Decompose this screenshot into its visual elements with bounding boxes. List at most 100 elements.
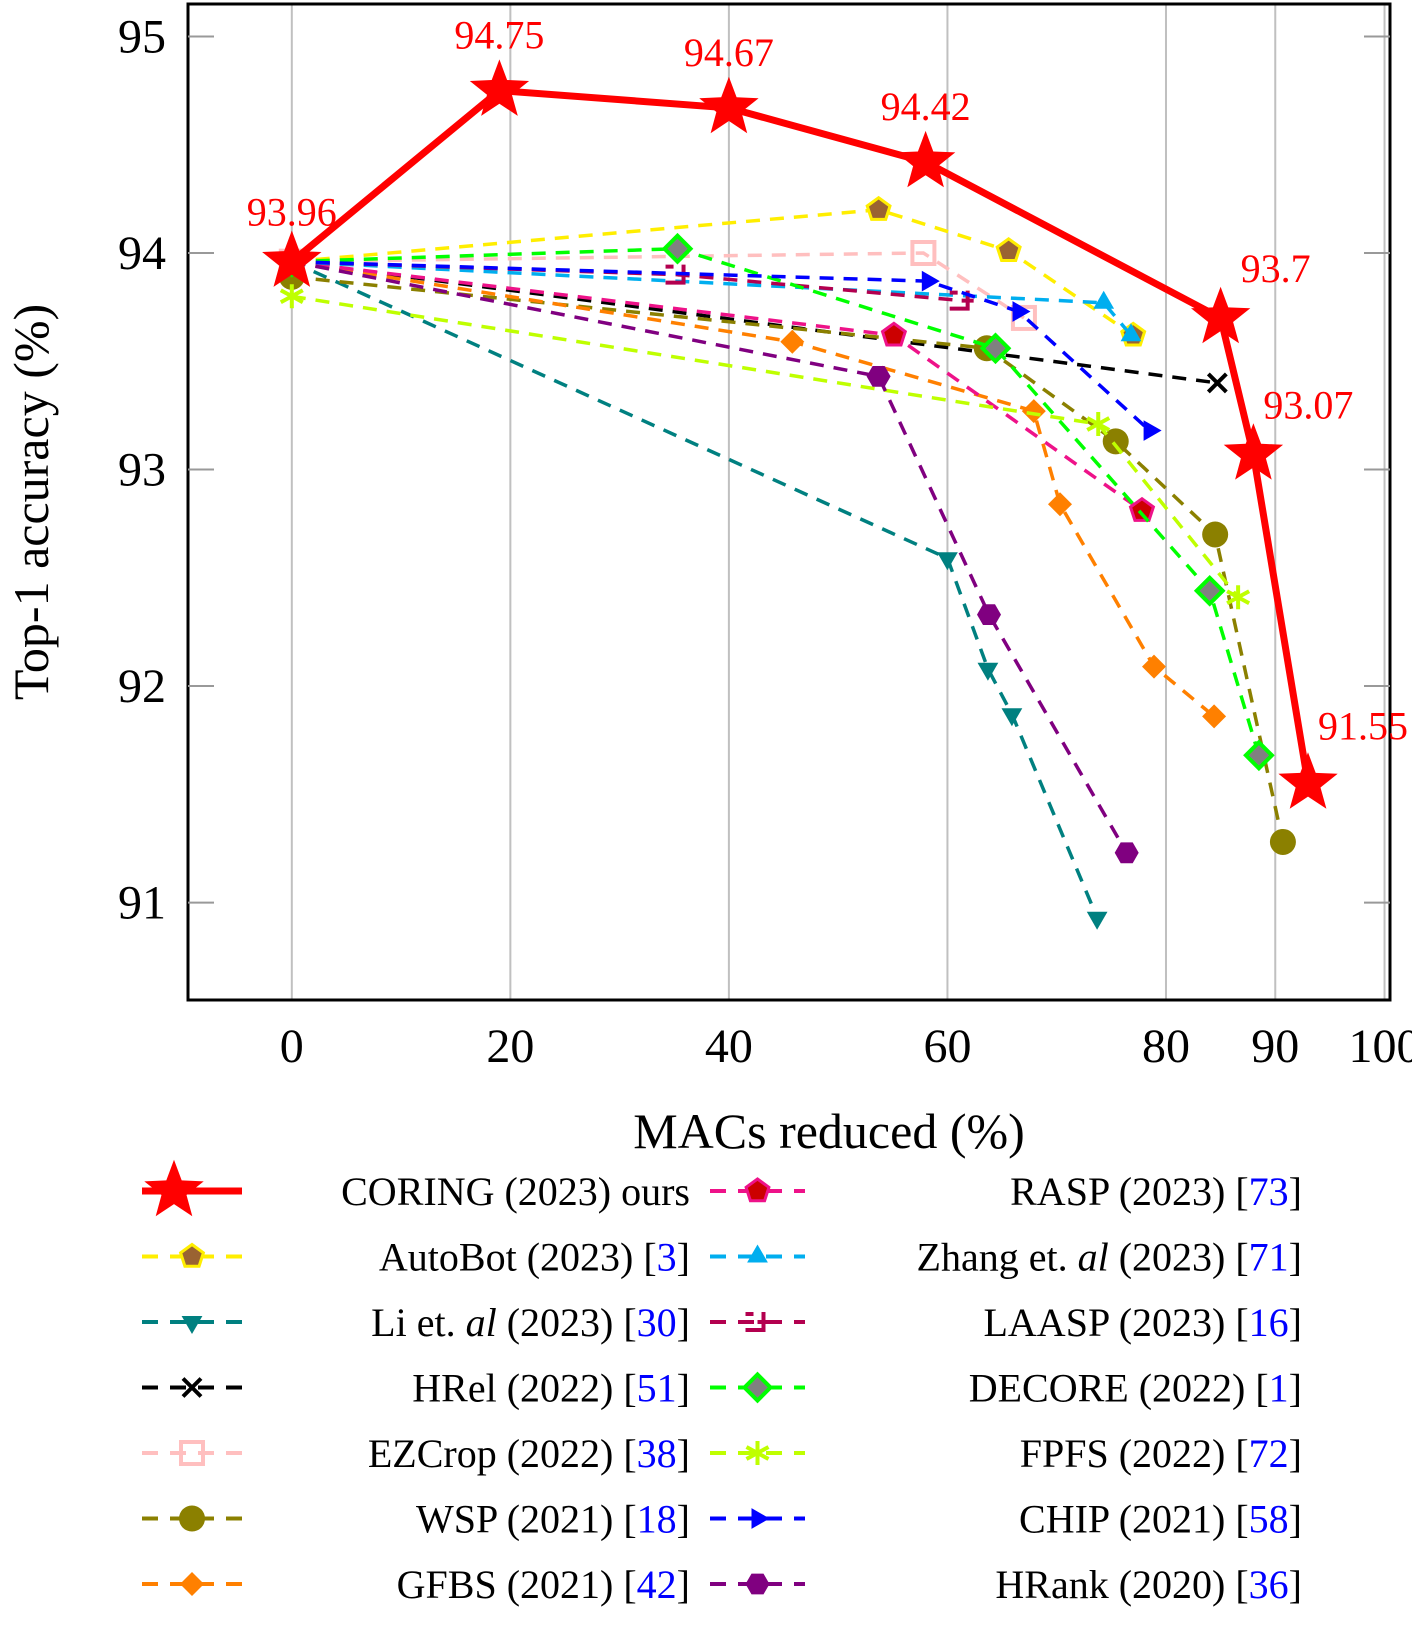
series-fpfs-2022- [279, 284, 1251, 610]
circle-marker [1102, 428, 1129, 455]
series-line [291, 259, 1216, 718]
legend-label: HRel (2022) [51] [412, 1366, 690, 1411]
y-axis-label: Top-1 accuracy (%) [3, 304, 59, 700]
series-coring-2023-ours [262, 59, 1338, 809]
legend-item: CORING (2023) ours [142, 1159, 690, 1217]
cross-marker [1206, 372, 1228, 394]
asterisk-marker [279, 284, 304, 309]
data-label: 94.75 [454, 13, 544, 58]
diamond-marker [1193, 574, 1226, 607]
series-line [291, 207, 1135, 337]
data-label: 93.7 [1241, 246, 1311, 291]
y-tick-label: 95 [118, 10, 166, 63]
hexagon-marker [745, 1573, 770, 1595]
series-decore-2022- [275, 232, 1275, 772]
series-hrank-2020- [279, 251, 1139, 864]
legend-item: Li et. al (2023) [30] [142, 1300, 690, 1345]
legend-item: Zhang et. al (2023) [71] [710, 1235, 1302, 1280]
bracket-marker [949, 290, 974, 311]
y-tick-label: 92 [118, 660, 166, 713]
series-layer [262, 59, 1338, 930]
legend-label: RASP (2023) [73] [1010, 1169, 1302, 1214]
pentagon-marker [865, 195, 892, 221]
legend-item: CHIP (2021) [58] [710, 1497, 1302, 1542]
y-tick-label: 94 [118, 227, 166, 280]
triangle-down-marker [1001, 708, 1023, 727]
legend-label: CORING (2023) ours [341, 1169, 690, 1214]
asterisk-marker [745, 1441, 770, 1465]
series-line [291, 260, 1099, 919]
circle-marker [1269, 828, 1296, 855]
pentagon-marker [880, 321, 908, 347]
star-marker [144, 1159, 204, 1217]
x-tick-label: 80 [1142, 1020, 1190, 1073]
legend: CORING (2023) ours AutoBot (2023) [3] Li e… [142, 1159, 1302, 1607]
star-marker [262, 230, 322, 287]
diamond-marker [1202, 704, 1227, 729]
legend-label: LAASP (2023) [16] [983, 1300, 1302, 1345]
x-tick-label: 20 [486, 1020, 534, 1073]
series-line [289, 87, 1312, 785]
diamond-marker [741, 1371, 774, 1404]
legend-label: CHIP (2021) [58] [1019, 1497, 1302, 1542]
x-axis-label: MACs reduced (%) [633, 1103, 1025, 1159]
circle-marker [1202, 521, 1229, 548]
pentagon-marker [1128, 496, 1156, 522]
y-tick-label: 91 [118, 877, 166, 930]
star-marker [1278, 752, 1338, 809]
circle-marker [179, 1505, 205, 1532]
legend-label: GFBS (2021) [42] [397, 1562, 690, 1607]
legend-item: EZCrop (2022) [38] [142, 1431, 690, 1476]
x-tick-label: 0 [280, 1020, 304, 1073]
triangle-right-marker [1012, 301, 1031, 322]
legend-label: WSP (2021) [18] [416, 1497, 690, 1542]
x-tick-label: 60 [923, 1020, 971, 1073]
plot-frame [186, 2, 1392, 1002]
star-marker [699, 76, 759, 134]
legend-item: DECORE (2022) [1] [710, 1366, 1302, 1411]
data-label: 93.07 [1263, 382, 1353, 427]
hexagon-marker [1114, 842, 1139, 864]
series-line [291, 275, 1285, 843]
square-marker [179, 1440, 205, 1466]
legend-item: LAASP (2023) [16] [710, 1300, 1302, 1345]
star-marker [1191, 286, 1251, 344]
diamond-marker [1243, 739, 1275, 772]
data-label: 93.96 [247, 190, 337, 235]
diamond-marker [180, 1572, 204, 1596]
series-autobot-2023- [278, 195, 1147, 347]
y-tick-label: 93 [118, 444, 166, 497]
triangle-right-marker [921, 270, 940, 292]
bracket-marker [745, 1312, 770, 1332]
asterisk-marker [1226, 585, 1251, 610]
legend-label: HRank (2020) [36] [995, 1562, 1302, 1607]
triangle-down-marker [977, 662, 999, 681]
triangle-up-marker [747, 1244, 768, 1263]
series-line [291, 251, 1025, 320]
legend-item: HRel (2022) [51] [142, 1366, 690, 1411]
triangle-down-marker [1086, 911, 1108, 930]
x-tick-label: 40 [705, 1020, 753, 1073]
triangle-down-marker [937, 552, 958, 571]
diamond-marker [1048, 492, 1072, 517]
triangle-down-marker [181, 1316, 203, 1334]
legend-label: AutoBot (2023) [3] [379, 1235, 690, 1280]
legend-item: GFBS (2021) [42] [142, 1562, 690, 1607]
hexagon-marker [866, 366, 891, 387]
grid-lines [290, 4, 1386, 1000]
triangle-right-marker [751, 1508, 770, 1529]
diamond-marker [1021, 399, 1046, 424]
pentagon-marker [178, 1242, 206, 1268]
diamond-marker [780, 329, 805, 354]
series-line [291, 259, 1129, 854]
pentagon-marker [995, 236, 1022, 262]
diamond-marker [979, 332, 1012, 365]
axis-ticks: 0 20 40 60 80 90 100 91 92 93 94 95 [118, 10, 1412, 1073]
legend-label: EZCrop (2022) [38] [368, 1431, 690, 1476]
x-tick-label: 90 [1251, 1020, 1299, 1073]
x-tick-label: 100 [1349, 1020, 1412, 1073]
legend-item: WSP (2021) [18] [142, 1497, 690, 1542]
triangle-up-marker [1120, 323, 1142, 342]
